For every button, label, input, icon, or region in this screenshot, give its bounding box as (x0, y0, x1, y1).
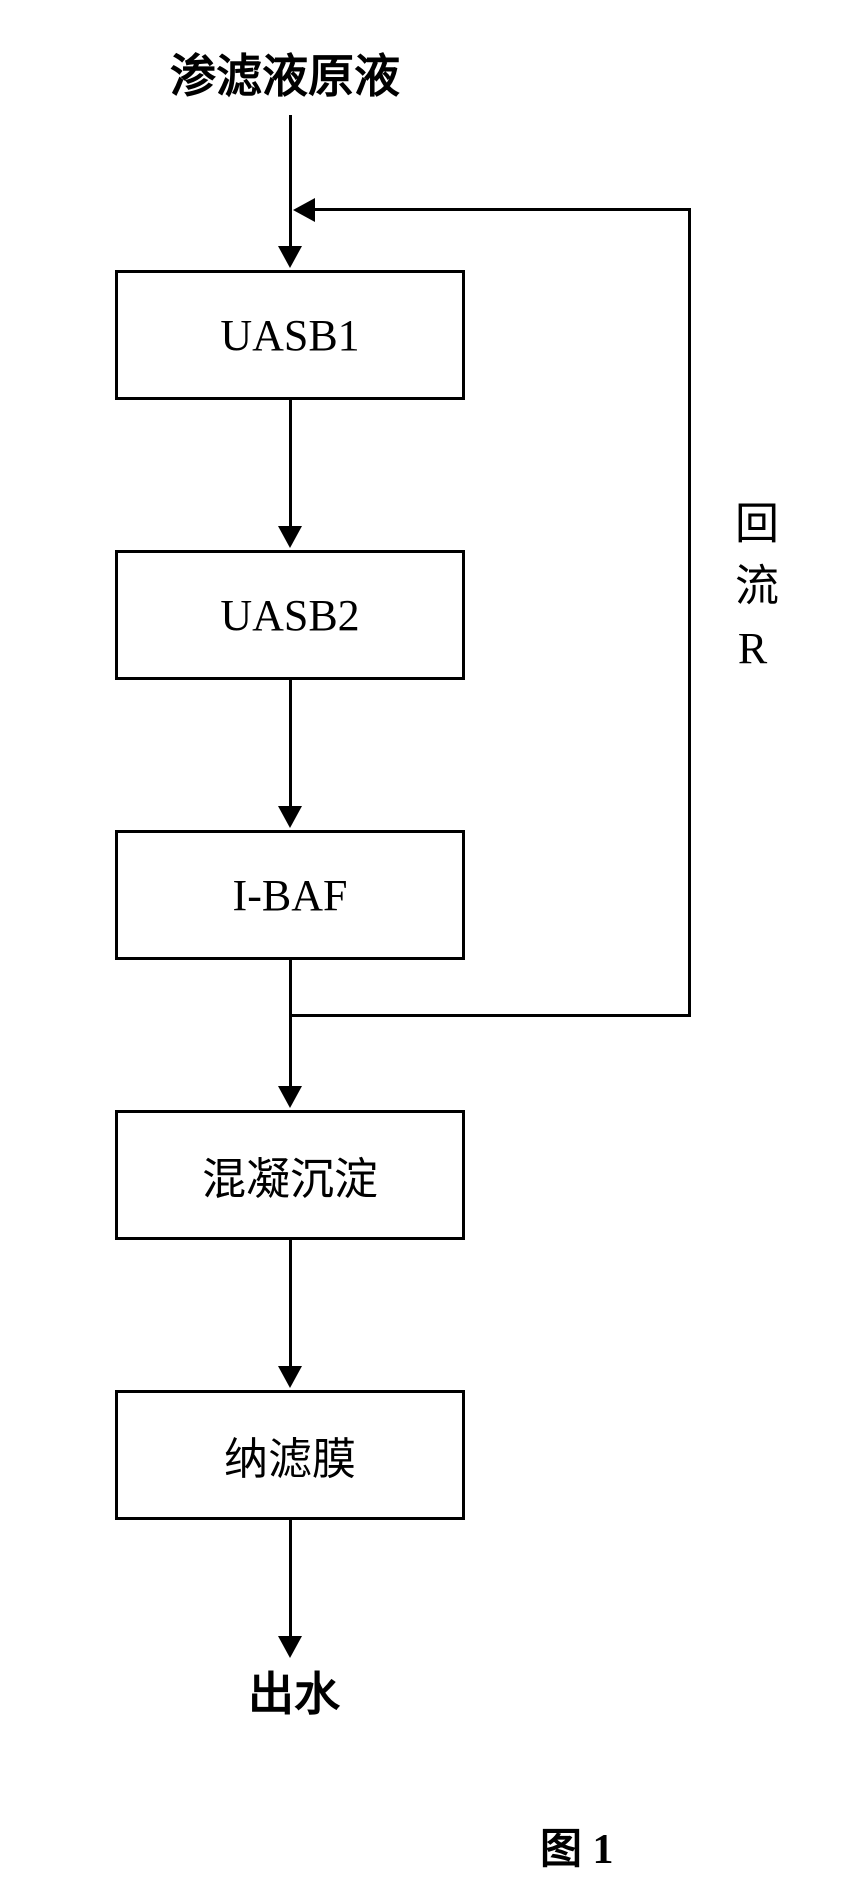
arrow-uasb2-ibaf (289, 680, 292, 808)
node-ibaf: I-BAF (115, 830, 465, 960)
arrow-coag-nano (289, 1240, 292, 1368)
output-label: 出水 (248, 1658, 340, 1724)
node-uasb2-label: UASB2 (220, 590, 359, 641)
arrow-nano-output (289, 1520, 292, 1638)
arrow-input-uasb1 (289, 115, 292, 248)
node-coag: 混凝沉淀 (115, 1110, 465, 1240)
node-uasb1: UASB1 (115, 270, 465, 400)
arrowhead-nano-output (278, 1636, 302, 1658)
arrow-ibaf-coag (289, 960, 292, 1088)
node-ibaf-label: I-BAF (233, 870, 348, 921)
arrowhead-uasb2-ibaf (278, 806, 302, 828)
node-nano-label: 纳滤膜 (224, 1423, 356, 1487)
node-uasb1-label: UASB1 (220, 310, 359, 361)
arrowhead-coag-nano (278, 1366, 302, 1388)
arrowhead-uasb1-uasb2 (278, 526, 302, 548)
recycle-h-bottom (291, 1014, 690, 1017)
arrow-uasb1-uasb2 (289, 400, 292, 528)
node-coag-label: 混凝沉淀 (202, 1143, 378, 1207)
recycle-v-right (688, 208, 691, 1017)
input-label: 渗滤液原液 (170, 40, 400, 106)
flowchart-container: 渗滤液原液 UASB1 UASB2 I-BAF 混凝沉淀 纳滤膜 出水 (0, 0, 861, 1895)
recycle-label: 回流R (720, 500, 784, 691)
arrowhead-input-uasb1 (278, 246, 302, 268)
figure-label: 图 1 (540, 1815, 614, 1876)
recycle-arrowhead (293, 198, 315, 222)
node-nano: 纳滤膜 (115, 1390, 465, 1520)
arrowhead-ibaf-coag (278, 1086, 302, 1108)
recycle-h-top (313, 208, 691, 211)
node-uasb2: UASB2 (115, 550, 465, 680)
